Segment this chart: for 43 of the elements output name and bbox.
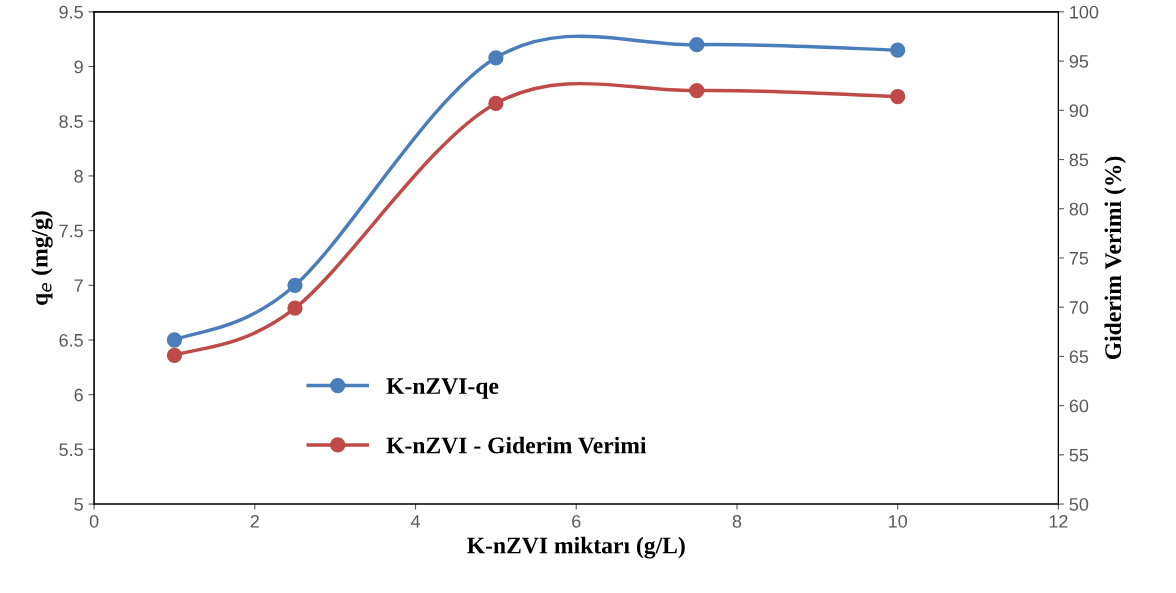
point	[287, 300, 303, 316]
point	[689, 82, 705, 99]
x-tick-label: 4	[410, 515, 421, 528]
point	[890, 88, 906, 105]
x-tick-label: 0	[89, 514, 99, 528]
x-tick-label: 6	[572, 514, 581, 528]
y2-tick-label: 100	[1070, 5, 1099, 19]
point	[287, 277, 303, 293]
y-tick-label: 8	[74, 169, 83, 183]
y2-tick-label: 75	[1069, 252, 1089, 265]
y2-tick-label: 85	[1069, 153, 1089, 167]
point	[488, 95, 504, 112]
y2-tick-label: 95	[1069, 55, 1089, 68]
legend-label: K-nZVI-qe	[386, 378, 499, 399]
point	[890, 42, 906, 58]
y2-tick-label: 55	[1069, 448, 1089, 462]
y2-axis-title: Giderim Verimi (%)	[1104, 156, 1126, 360]
y-tick-label: 5.5	[59, 443, 83, 457]
y2-tick-label: 65	[1069, 350, 1089, 364]
x-tick-label: 10	[889, 514, 908, 528]
legend-label: K-nZVI - Giderim Verimi	[386, 436, 647, 454]
y2-tick-label: 90	[1069, 104, 1089, 118]
y2-tick-label: 80	[1069, 202, 1089, 216]
y-tick-label: 6.5	[59, 333, 83, 347]
y-axis-title: q$_{e}$ (mg/g)	[31, 211, 53, 305]
point	[689, 37, 705, 53]
y2-tick-label: 70	[1069, 301, 1089, 314]
y-tick-label: 7	[74, 279, 83, 292]
x-tick-label: 12	[1049, 514, 1068, 528]
x-tick-label: 8	[732, 514, 742, 528]
x-axis-title: K-nZVI miktarı (g/L)	[467, 536, 685, 559]
point	[488, 50, 504, 66]
y-tick-label: 6	[74, 388, 83, 402]
y2-tick-label: 50	[1069, 497, 1089, 511]
y-tick-label: 9	[74, 60, 83, 74]
y-tick-label: 7.5	[59, 224, 83, 238]
y-tick-label: 9.5	[59, 5, 83, 19]
y-tick-label: 8.5	[59, 115, 83, 128]
y-tick-label: 5	[74, 498, 83, 511]
point	[166, 347, 183, 364]
point	[166, 332, 183, 348]
x-tick-label: 2	[250, 514, 259, 528]
y2-tick-label: 60	[1069, 399, 1089, 413]
